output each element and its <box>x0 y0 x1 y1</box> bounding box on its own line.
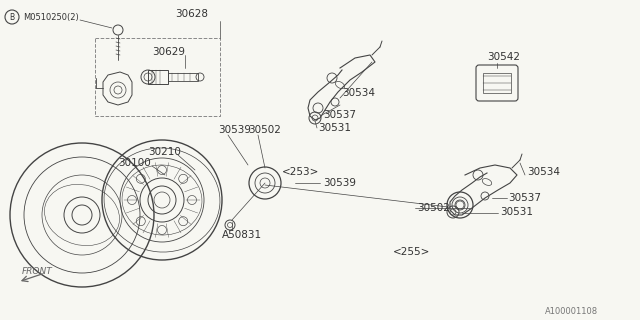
Text: 30210: 30210 <box>148 147 181 157</box>
Text: 30534: 30534 <box>527 167 560 177</box>
Text: 30628: 30628 <box>175 9 208 19</box>
Text: <253>: <253> <box>282 167 319 177</box>
Text: FRONT: FRONT <box>22 267 52 276</box>
Text: M0510250(2): M0510250(2) <box>23 12 79 21</box>
Text: 30629: 30629 <box>152 47 185 57</box>
Text: 30531: 30531 <box>318 123 351 133</box>
Bar <box>483 73 511 93</box>
Text: 30539: 30539 <box>323 178 356 188</box>
Text: 30537: 30537 <box>508 193 541 203</box>
Text: 30542: 30542 <box>487 52 520 62</box>
Bar <box>95 38 220 116</box>
Text: 30537: 30537 <box>323 110 356 120</box>
Text: A100001108: A100001108 <box>545 308 598 316</box>
Text: B: B <box>10 12 15 21</box>
Text: 30534: 30534 <box>342 88 375 98</box>
Text: 30100: 30100 <box>118 158 151 168</box>
Text: A50831: A50831 <box>222 230 262 240</box>
Text: 30502: 30502 <box>248 125 281 135</box>
Text: 30502: 30502 <box>417 203 450 213</box>
Text: <255>: <255> <box>393 247 430 257</box>
Text: 30531: 30531 <box>500 207 533 217</box>
Bar <box>148 70 168 84</box>
Bar <box>168 73 198 81</box>
Text: 30539: 30539 <box>218 125 251 135</box>
